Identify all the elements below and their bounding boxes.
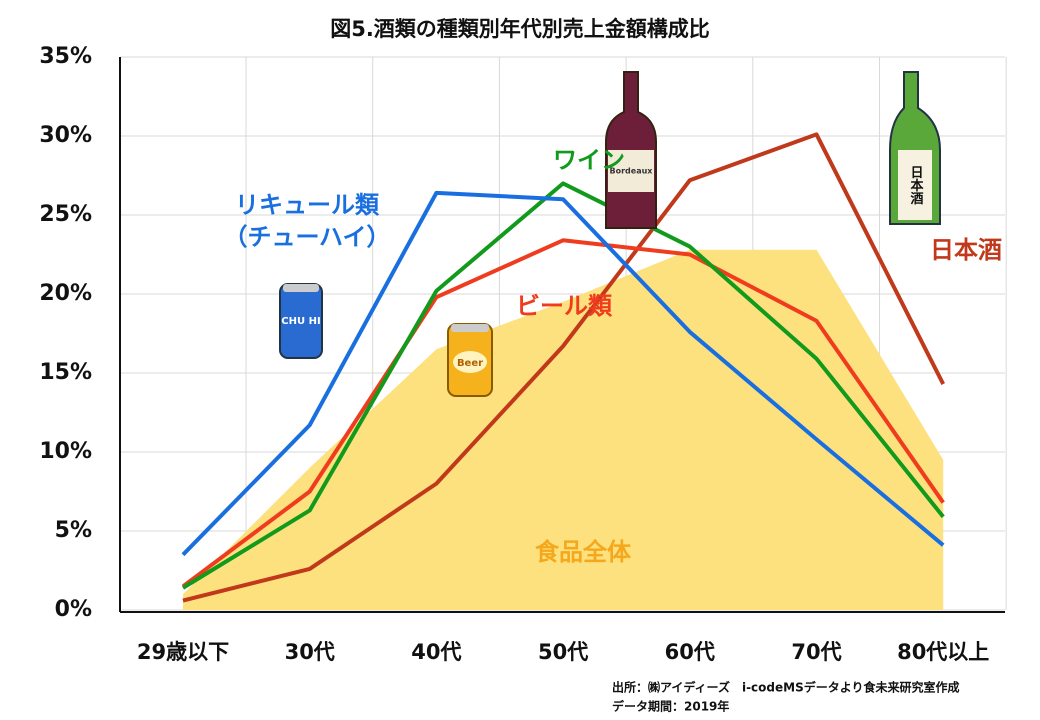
- data: [181, 132, 945, 610]
- area: [183, 249, 944, 610]
- series-label: 食品全体: [535, 538, 631, 566]
- y-tick-label: 35%: [39, 44, 92, 69]
- line: [181, 238, 945, 588]
- x-tick-label: 29歳以下: [137, 640, 229, 664]
- can-badge: [453, 351, 487, 373]
- y-tick-label: 15%: [39, 360, 92, 385]
- x-tick-label: 40代: [411, 640, 461, 664]
- can-top: [451, 324, 489, 332]
- line: [181, 190, 945, 557]
- x-tick-label: 50代: [538, 640, 588, 664]
- line: [182, 132, 945, 603]
- y-tick-label: 30%: [39, 123, 92, 148]
- series-label: ワイン: [553, 146, 625, 174]
- bottle-label: [898, 150, 932, 220]
- x-tick-label: 70代: [791, 640, 841, 664]
- y-tick-label: 5%: [55, 518, 92, 543]
- x-tick-label: 80代以上: [897, 640, 989, 664]
- bottle-label: [608, 150, 654, 192]
- y-tick-label: 0%: [55, 597, 92, 622]
- can-top: [283, 284, 319, 292]
- can-text: CHU HI: [281, 316, 320, 327]
- y-tick-label: 25%: [39, 202, 92, 227]
- series-label: 日本酒: [930, 236, 1002, 264]
- x-tick-label: 60代: [665, 640, 715, 664]
- can-text: Beer: [457, 358, 483, 369]
- series-label: リキュール類（チューハイ）: [223, 191, 391, 251]
- period-note: データ期間：2019年: [612, 699, 729, 714]
- line: [181, 181, 945, 590]
- x-tick-label: 30代: [285, 640, 335, 664]
- source-note: 出所：㈱アイディーズ i-codeMSデータより食未来研究室作成: [612, 680, 960, 695]
- y-tick-label: 20%: [39, 281, 92, 306]
- y-tick-label: 10%: [39, 439, 92, 464]
- axes: 0% 5% 10% 15% 20% 25% 30% 35% 29歳以下 30代 40代 50代 60代 7…: [39, 44, 1005, 664]
- illustrations: CHU HI Beer Bordeaux 日本酒: [279, 71, 941, 397]
- series-label: ビール類: [516, 292, 612, 320]
- bottle-text: Bordeaux: [610, 167, 654, 176]
- bottle-text: 日本酒: [908, 166, 924, 206]
- chart-title: 図5.酒類の種類別年代別売上金額構成比: [330, 17, 710, 41]
